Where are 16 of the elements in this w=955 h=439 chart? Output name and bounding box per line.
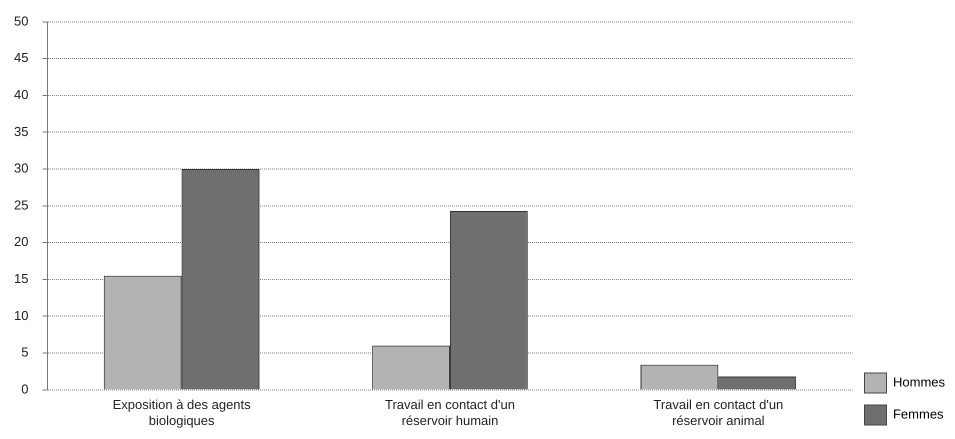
y-tick-label: 0 xyxy=(21,381,28,396)
x-tick-label: Exposition à des agents biologiques xyxy=(112,397,252,428)
x-tick-label: Travail en contact d'un réservoir humain xyxy=(385,397,515,428)
y-tick-label: 15 xyxy=(14,270,28,286)
y-tick-label: 45 xyxy=(14,50,28,66)
y-tick-label: 25 xyxy=(14,197,28,212)
y-tick-label: 20 xyxy=(14,234,28,250)
y-tick-label: 5 xyxy=(21,344,28,360)
legend-label: Hommes xyxy=(892,374,946,390)
y-tick-label: 50 xyxy=(14,13,28,28)
y-tick-label: 35 xyxy=(14,124,28,139)
legend-label: Femmes xyxy=(892,406,944,422)
x-tick-label: Travail en contact d'un réservoir animal xyxy=(653,397,784,428)
y-tick-label: 30 xyxy=(14,160,28,176)
y-tick-label: 10 xyxy=(14,308,28,323)
y-tick-label: 40 xyxy=(14,86,28,102)
